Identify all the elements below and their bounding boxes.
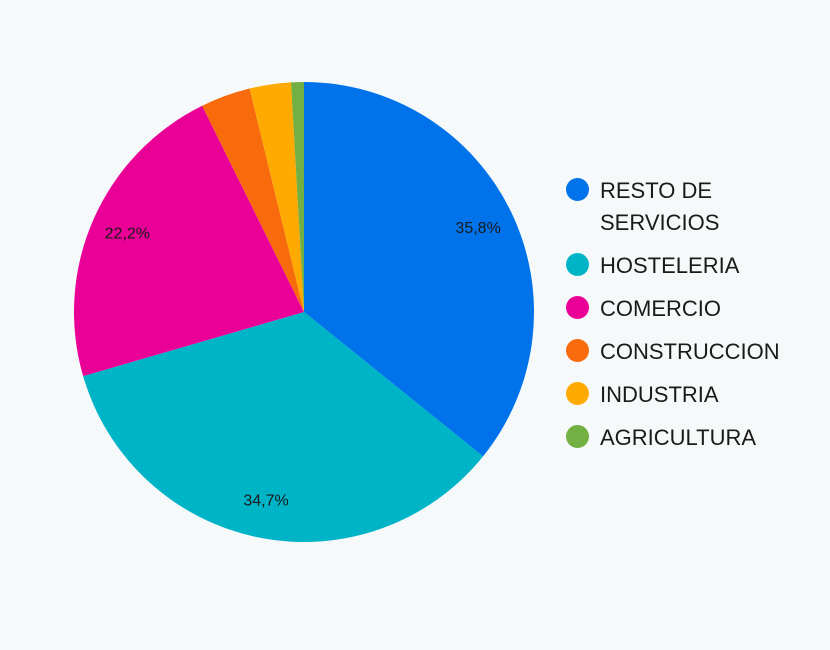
legend-swatch (566, 425, 589, 448)
legend-swatch (566, 178, 589, 201)
legend-label: RESTO DE SERVICIOS (600, 178, 720, 235)
legend-item: HOSTELERIA (566, 250, 816, 282)
pie-slice-agricultura (291, 82, 304, 312)
data-label-comercio: 22,2% (105, 225, 150, 242)
pie-slice-resto-de-servicios (304, 82, 534, 457)
chart-legend: RESTO DE SERVICIOS HOSTELERIA COMERCIO CONS… (566, 175, 816, 465)
legend-swatch (566, 253, 589, 276)
pie-data-labels: 35,8% 34,7% 22,2% (105, 220, 501, 510)
legend-label: HOSTELERIA (600, 253, 740, 278)
legend-item: INDUSTRIA (566, 379, 816, 411)
data-label-hosteleria: 34,7% (243, 492, 288, 509)
legend-label: COMERCIO (600, 296, 721, 321)
pie-slice-industria (249, 82, 304, 312)
legend-swatch (566, 296, 589, 319)
legend-label: CONSTRUCCION (600, 339, 780, 364)
pie-slices (73, 82, 534, 542)
legend-item: RESTO DE SERVICIOS (566, 175, 816, 239)
data-label-resto-de-servicios: 35,8% (455, 220, 500, 237)
legend-item: CONSTRUCCION (566, 336, 816, 368)
legend-label: INDUSTRIA (600, 382, 719, 407)
pie-slice-construccion (202, 88, 304, 312)
legend-label: AGRICULTURA (600, 425, 757, 450)
legend-swatch (566, 339, 589, 362)
pie-slice-comercio (73, 105, 304, 377)
pie-slice-hosteleria (83, 312, 484, 542)
legend-swatch (566, 382, 589, 405)
legend-item: AGRICULTURA (566, 422, 816, 454)
legend-item: COMERCIO (566, 293, 816, 325)
